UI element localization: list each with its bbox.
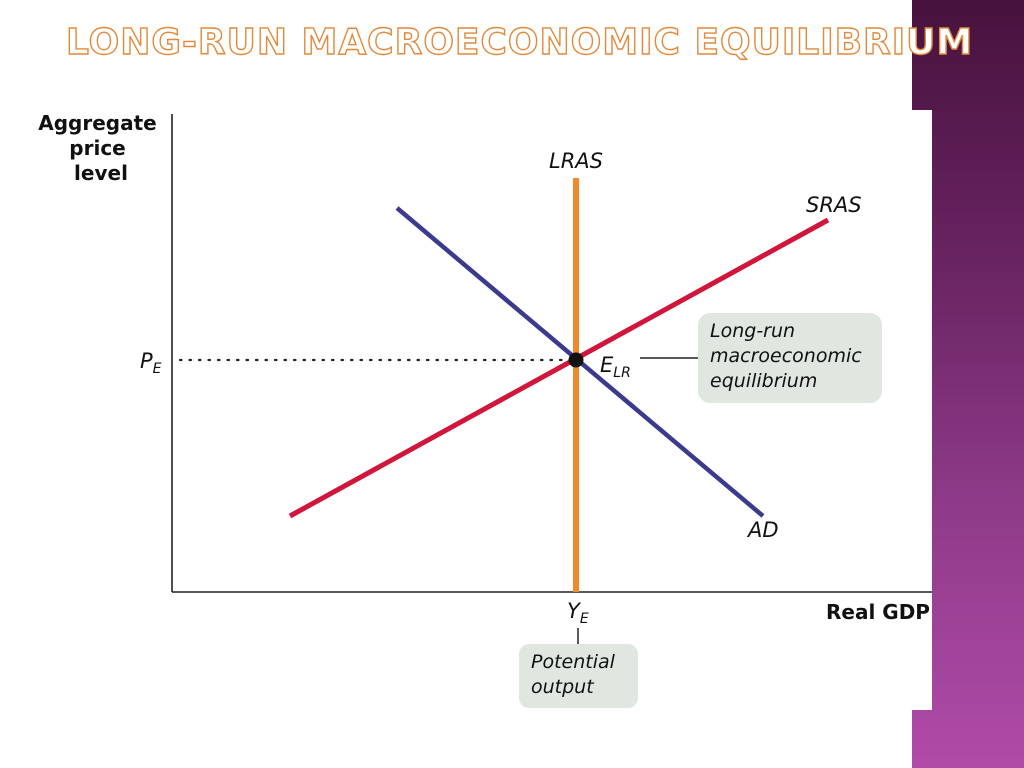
- potential-output-callout-box: [519, 644, 638, 708]
- as-ad-diagram: Aggregate price level Real GDP LRAS SRAS…: [38, 111, 932, 708]
- lras-label: LRAS: [549, 149, 603, 173]
- equilibrium-label: ELR: [600, 353, 631, 381]
- y-axis-label: Aggregate price level: [38, 111, 163, 185]
- price-level-label: PE: [140, 349, 162, 377]
- x-axis-label: Real GDP: [826, 600, 930, 624]
- potential-output-callout-text: Potential output: [531, 651, 621, 698]
- equilibrium-callout-box: [698, 313, 882, 403]
- equilibrium-callout-text: Long-run macroeconomic equilibrium: [710, 320, 868, 392]
- equilibrium-point: [568, 352, 584, 368]
- slide-title: Long-Run Macroeconomic Equilibrium: [65, 21, 974, 63]
- sras-label: SRAS: [806, 193, 862, 217]
- diagram-panel: Aggregate price level Real GDP LRAS SRAS…: [0, 110, 932, 710]
- ad-label: AD: [746, 518, 779, 542]
- output-level-label: YE: [567, 599, 589, 627]
- sras-curve: [288, 217, 830, 519]
